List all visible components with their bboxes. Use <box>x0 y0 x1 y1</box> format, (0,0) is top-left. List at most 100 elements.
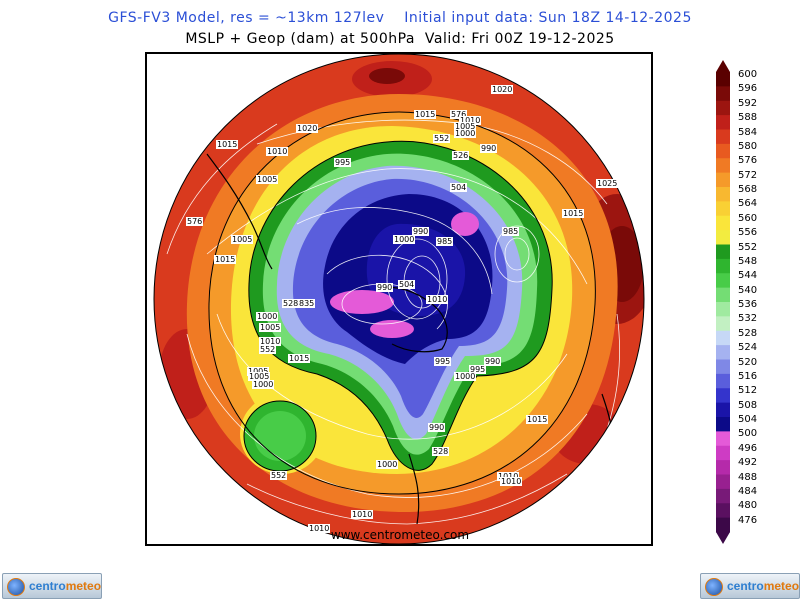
colorbar-swatch-600 <box>716 72 730 87</box>
pressure-label-bg <box>412 227 429 236</box>
pressure-label-bg <box>259 323 281 332</box>
colorbar-tick-label: 568 <box>738 184 758 195</box>
pressure-label: 1000 <box>377 460 397 469</box>
pressure-label: 1025 <box>597 179 617 188</box>
colorbar-swatch-500 <box>716 431 730 447</box>
pressure-label: 528 <box>283 299 298 308</box>
colorbar-tick-label: 596 <box>738 83 758 95</box>
colorbar-tick-label: 488 <box>738 471 758 483</box>
pressure-label-bg <box>334 158 351 167</box>
colorbar-swatch-580 <box>716 143 730 159</box>
pressure-label: 1015 <box>215 255 235 264</box>
logo-left[interactable]: centrometeo <box>2 573 102 599</box>
colorbar-swatch-548 <box>716 258 730 274</box>
colorbar-tick-label: 476 <box>738 514 758 526</box>
colorbar <box>716 60 730 544</box>
pressure-label: 1000 <box>253 380 273 389</box>
pressure-label: 576 <box>451 110 466 119</box>
pressure-label-bg <box>393 235 415 244</box>
colorbar-cap-top <box>716 60 730 72</box>
pressure-label: 1005 <box>249 372 269 381</box>
map-panel: 1020 1015 576 1010 1005 1000 1020 1015 1010 995 55… <box>145 52 653 546</box>
pressure-label-bg <box>452 151 469 160</box>
pressure-label-bg <box>491 85 513 94</box>
colorbar-swatch-536 <box>716 302 730 317</box>
pressure-label-bg <box>308 524 330 533</box>
pressure-label: 835 <box>299 299 314 308</box>
colorbar-swatch-492 <box>716 460 730 475</box>
pressure-label: 995 <box>470 365 485 374</box>
pressure-label: 1010 <box>498 472 518 481</box>
pressure-label-bg <box>256 175 278 184</box>
pressure-label-bg <box>270 471 287 480</box>
pressure-label: 1015 <box>217 140 237 149</box>
colorbar-tick-label: 504 <box>738 414 758 425</box>
pressure-label: 995 <box>435 357 450 366</box>
pressure-label-bg <box>562 209 584 218</box>
pressure-label: 1005 <box>232 235 252 244</box>
pressure-label-bg <box>454 372 476 381</box>
field-title: MSLP + Geop (dam) at 500hPa Valid: Fri 0… <box>185 31 615 47</box>
colorbar-tick-label: 524 <box>738 342 758 354</box>
colorbar-swatch-508 <box>716 402 730 418</box>
colorbar-swatch-560 <box>716 215 730 231</box>
colorbar-swatch-556 <box>716 230 730 245</box>
colorbar-swatch-480 <box>716 503 730 519</box>
pressure-label-bg <box>186 217 203 226</box>
pressure-label-bg <box>500 477 522 486</box>
pressure-label-bg <box>454 129 476 138</box>
colorbar-swatch-576 <box>716 158 730 174</box>
colorbar-swatch-528 <box>716 330 730 346</box>
pressure-label: 995 <box>335 158 350 167</box>
pressure-label: 985 <box>503 227 518 236</box>
pressure-label-bg <box>469 365 486 374</box>
colorbar-tick-label: 516 <box>738 370 758 382</box>
pressure-label: 990 <box>481 144 496 153</box>
pressure-label-bg <box>426 295 448 304</box>
pressure-label: 1010 <box>427 295 447 304</box>
colorbar-tick-label: 592 <box>738 97 758 109</box>
colorbar-tick-label: 588 <box>738 112 758 124</box>
pressure-label: 1015 <box>415 110 435 119</box>
pressure-label-bg <box>231 235 253 244</box>
pressure-label-bg <box>434 357 451 366</box>
logo-right[interactable]: centrometeo <box>700 573 800 599</box>
colorbar-tick-label: 496 <box>738 442 758 454</box>
colorbar-tick-label: 532 <box>738 313 758 325</box>
pressure-label-bg <box>502 227 519 236</box>
pressure-label: 1010 <box>260 337 280 346</box>
colorbar-tick-label: 540 <box>738 284 758 296</box>
colorbar-tick-label: 576 <box>738 155 758 167</box>
colorbar-swatch-504 <box>716 417 730 432</box>
colorbar-tick-label: 548 <box>738 255 758 267</box>
colorbar-tick-label: 544 <box>738 270 758 282</box>
pressure-label: 1000 <box>455 129 475 138</box>
pressure-label: 1005 <box>257 175 277 184</box>
globe-icon <box>7 578 25 596</box>
pressure-label-bg <box>259 337 281 346</box>
low-center-w <box>330 290 394 314</box>
pressure-label: 1010 <box>501 477 521 486</box>
pressure-label-bg <box>414 110 436 119</box>
pressure-label-bg <box>428 423 445 432</box>
pressure-label-bg <box>497 472 519 481</box>
colorbar-tick-label: 528 <box>738 327 758 339</box>
pressure-label: 1010 <box>309 524 329 533</box>
pressure-label-bg <box>398 280 415 289</box>
colorbar-tick-label: 584 <box>738 126 758 138</box>
colorbar-swatch-476 <box>716 517 730 533</box>
pressure-label: 1010 <box>352 510 372 519</box>
pressure-label-bg <box>259 345 276 354</box>
colorbar-tick-label: 600 <box>738 69 758 80</box>
colorbar-swatch-568 <box>716 187 730 202</box>
pressure-label: 990 <box>377 283 392 292</box>
credit-text: www.centrometeo.com <box>330 528 470 542</box>
colorbar-swatch-564 <box>716 201 730 217</box>
colorbar-tick-label: 492 <box>738 457 758 469</box>
pressure-label: 576 <box>187 217 202 226</box>
pressure-label-bg <box>484 357 501 366</box>
pressure-label-bg <box>459 116 481 125</box>
pressure-label-bg <box>216 140 238 149</box>
pressure-label: 990 <box>485 357 500 366</box>
pressure-label: 1005 <box>455 122 475 131</box>
